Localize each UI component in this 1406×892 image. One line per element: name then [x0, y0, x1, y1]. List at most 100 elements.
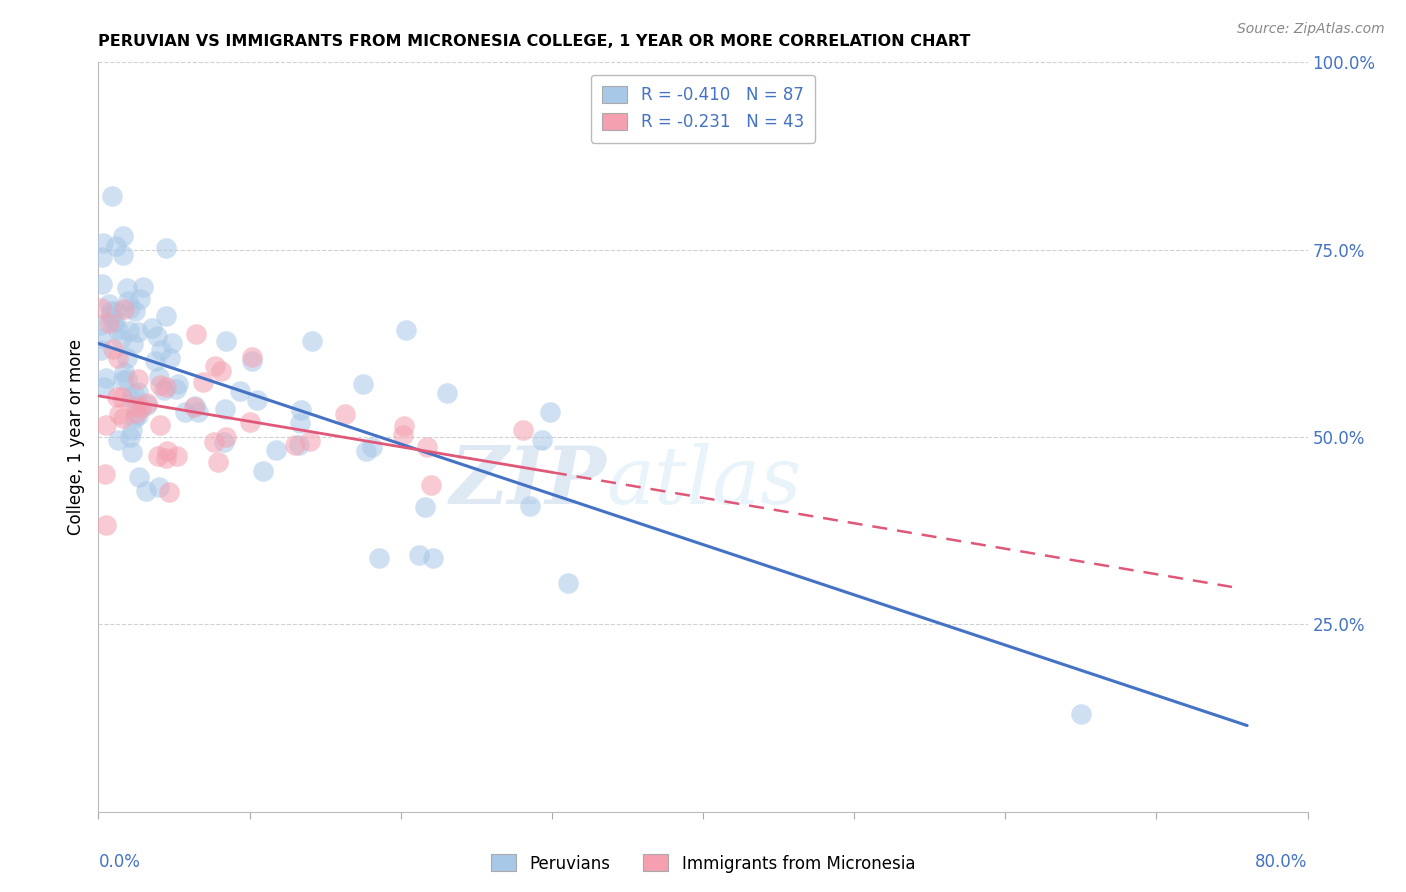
- Point: [121, 423, 143, 437]
- Point: [143, 353, 166, 368]
- Point: [127, 325, 149, 339]
- Point: [107, 323, 129, 337]
- Text: 0.0%: 0.0%: [98, 853, 141, 871]
- Point: [157, 484, 180, 499]
- Point: [149, 417, 172, 432]
- Point: [531, 433, 554, 447]
- Point: [191, 375, 214, 389]
- Point: [395, 323, 418, 337]
- Point: [187, 405, 209, 419]
- Point: [146, 329, 169, 343]
- Point: [155, 450, 177, 465]
- Text: Source: ZipAtlas.com: Source: ZipAtlas.com: [1237, 22, 1385, 37]
- Point: [156, 443, 179, 458]
- Point: [112, 411, 135, 425]
- Point: [112, 248, 135, 262]
- Point: [519, 499, 541, 513]
- Point: [212, 435, 235, 450]
- Point: [118, 324, 141, 338]
- Point: [298, 434, 321, 449]
- Point: [105, 390, 128, 404]
- Point: [94, 417, 117, 432]
- Text: 80.0%: 80.0%: [1256, 853, 1308, 871]
- Point: [94, 370, 117, 384]
- Point: [111, 374, 134, 388]
- Point: [107, 433, 129, 447]
- Point: [335, 408, 357, 422]
- Point: [100, 303, 122, 318]
- Point: [129, 292, 152, 306]
- Point: [540, 405, 562, 419]
- Point: [122, 386, 145, 401]
- Point: [132, 280, 155, 294]
- Point: [167, 377, 190, 392]
- Point: [101, 316, 124, 330]
- Point: [136, 398, 159, 412]
- Point: [115, 281, 138, 295]
- Point: [240, 350, 263, 364]
- Point: [352, 377, 374, 392]
- Point: [252, 464, 274, 478]
- Point: [408, 548, 430, 562]
- Point: [100, 308, 122, 322]
- Point: [124, 410, 146, 425]
- Point: [98, 316, 121, 330]
- Point: [368, 550, 391, 565]
- Point: [90, 343, 112, 357]
- Point: [112, 302, 135, 317]
- Point: [288, 438, 311, 452]
- Point: [436, 386, 458, 401]
- Point: [183, 400, 205, 414]
- Point: [155, 241, 177, 255]
- Y-axis label: College, 1 year or more: College, 1 year or more: [66, 339, 84, 535]
- Point: [246, 392, 269, 407]
- Point: [105, 239, 128, 253]
- Point: [121, 445, 143, 459]
- Point: [512, 423, 534, 437]
- Point: [120, 430, 142, 444]
- Point: [129, 401, 152, 415]
- Point: [111, 390, 134, 404]
- Point: [284, 438, 307, 452]
- Point: [160, 335, 183, 350]
- Text: ZIP: ZIP: [450, 443, 606, 521]
- Point: [135, 483, 157, 498]
- Point: [290, 417, 312, 431]
- Point: [420, 477, 443, 491]
- Point: [120, 301, 142, 316]
- Point: [107, 351, 129, 365]
- Point: [146, 450, 169, 464]
- Point: [136, 396, 159, 410]
- Point: [148, 480, 170, 494]
- Point: [128, 470, 150, 484]
- Point: [159, 351, 181, 366]
- Point: [394, 418, 416, 433]
- Point: [90, 301, 112, 316]
- Point: [413, 500, 436, 515]
- Point: [101, 188, 124, 202]
- Point: [204, 359, 226, 373]
- Point: [93, 380, 115, 394]
- Text: atlas: atlas: [606, 443, 801, 521]
- Point: [112, 365, 135, 379]
- Point: [202, 434, 225, 449]
- Point: [150, 343, 173, 358]
- Point: [94, 467, 117, 482]
- Point: [127, 384, 149, 399]
- Point: [173, 405, 195, 419]
- Point: [121, 337, 143, 351]
- Point: [107, 407, 129, 421]
- Point: [1070, 707, 1092, 722]
- Point: [101, 342, 124, 356]
- Point: [148, 369, 170, 384]
- Point: [215, 430, 238, 444]
- Point: [90, 331, 112, 345]
- Point: [155, 380, 177, 394]
- Point: [557, 576, 579, 591]
- Point: [117, 351, 139, 366]
- Point: [91, 277, 114, 292]
- Point: [155, 310, 177, 324]
- Point: [166, 449, 188, 463]
- Point: [141, 321, 163, 335]
- Point: [422, 551, 444, 566]
